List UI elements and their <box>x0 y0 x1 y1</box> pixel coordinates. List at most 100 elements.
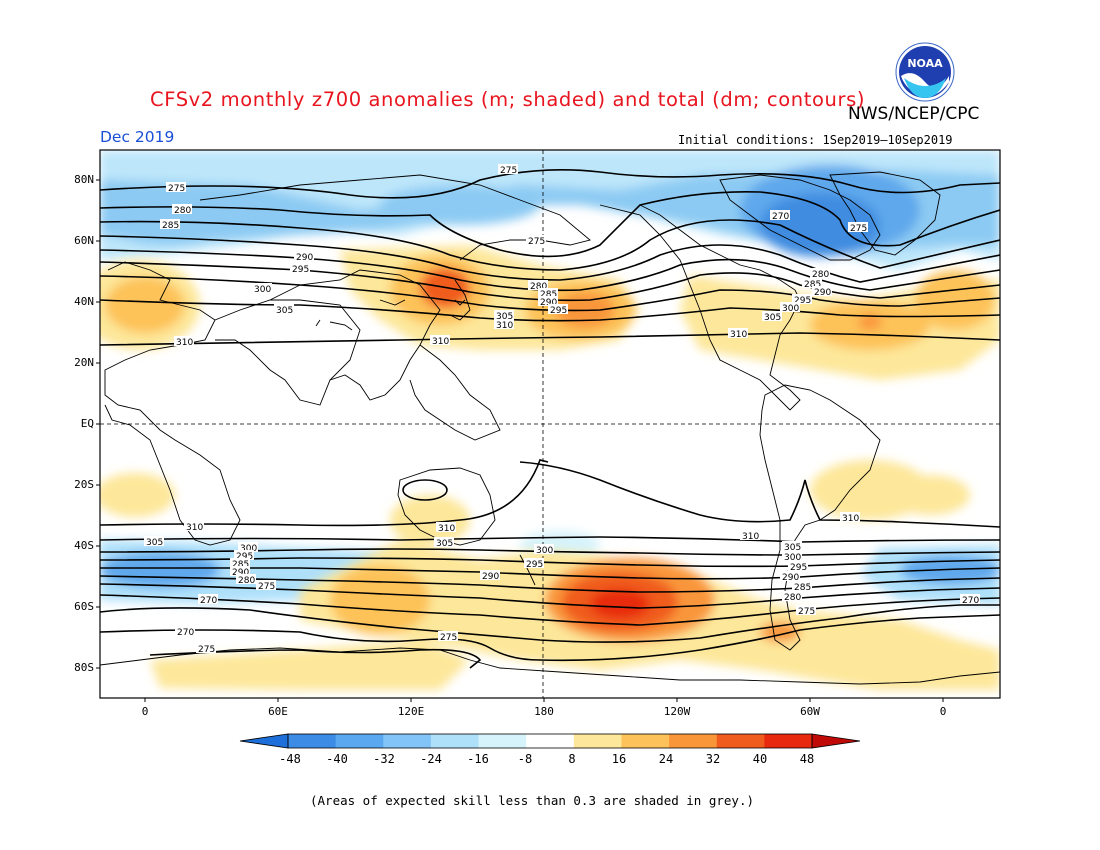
contour-label: 275 <box>440 633 457 643</box>
contour-label: 280 <box>812 270 829 280</box>
contour-label: 295 <box>790 563 807 573</box>
contour-label: 310 <box>176 338 193 348</box>
colorbar-arrow-right <box>812 734 860 748</box>
contour-label: 285 <box>794 583 811 593</box>
contour-label: 280 <box>784 593 801 603</box>
contour-label: 310 <box>842 514 859 524</box>
contour-label: 270 <box>200 596 217 606</box>
colorbar-tick-label: -32 <box>373 752 395 766</box>
lat-label-eq: EQ <box>80 417 94 430</box>
contour-label: 275 <box>168 184 185 194</box>
colorbar-tick-label: -8 <box>517 752 533 766</box>
colorbar-tick-label: -40 <box>326 752 348 766</box>
contour-label: 285 <box>804 280 821 290</box>
contour-label: 290 <box>782 573 799 583</box>
lon-label-60w: 60W <box>800 705 820 718</box>
lat-label-40n: 40N <box>74 295 94 308</box>
lat-label-20n: 20N <box>74 356 94 369</box>
contour-label: 305 <box>276 306 293 316</box>
contour-label: 310 <box>730 330 747 340</box>
contour-label: 285 <box>232 560 249 570</box>
contour-labels: 275 275 280 285 290 295 300 305 310 310 … <box>144 164 980 655</box>
colorbar-swatch <box>669 734 718 748</box>
contour-label: 300 <box>254 285 271 295</box>
contour-label: 295 <box>526 560 543 570</box>
lat-label-80n: 80N <box>74 173 94 186</box>
initial-conditions: Initial conditions: 1Sep2019–10Sep2019 <box>678 133 953 147</box>
lon-label-180: 180 <box>534 705 554 718</box>
axis-ticks <box>96 179 944 702</box>
lat-label-60n: 60N <box>74 234 94 247</box>
forecast-month: Dec 2019 <box>100 128 175 146</box>
lon-label-0-right: 0 <box>939 705 947 718</box>
colorbar-tick-label: 40 <box>752 752 768 766</box>
contour-label: 300 <box>784 553 801 563</box>
contour-label: 295 <box>794 296 811 306</box>
colorbar-swatch <box>764 734 813 748</box>
contour-label: 310 <box>438 524 455 534</box>
contour-label: 285 <box>540 290 557 300</box>
contour-label: 290 <box>814 288 831 298</box>
contour-label: 275 <box>528 237 545 247</box>
contour-label: 305 <box>146 538 163 548</box>
height-contours <box>100 168 1000 669</box>
contour-label: 270 <box>772 212 789 222</box>
colorbar-swatches <box>240 734 860 748</box>
contour-label: 310 <box>186 523 203 533</box>
colorbar-swatch <box>478 734 527 748</box>
contour-label: 300 <box>536 546 553 556</box>
colorbar-swatch <box>430 734 480 748</box>
contour-label: 305 <box>764 313 781 323</box>
lat-label-20s: 20S <box>74 478 94 491</box>
colorbar-swatch <box>335 734 384 748</box>
colorbar-tick-label: -48 <box>279 752 301 766</box>
contour-label: 280 <box>238 576 255 586</box>
colorbar-tick-label: 48 <box>799 752 815 766</box>
lat-label-40s: 40S <box>74 539 94 552</box>
contour-label: 305 <box>436 539 453 549</box>
colorbar-swatch <box>288 734 337 748</box>
contour-label: 290 <box>482 572 499 582</box>
noaa-logo-text: NOAA <box>907 57 943 70</box>
chart-title: CFSv2 monthly z700 anomalies (m; shaded)… <box>150 88 866 111</box>
lon-label-120w: 120W <box>663 705 691 718</box>
noaa-logo-icon: NOAA <box>895 42 955 102</box>
contour-label: 305 <box>496 312 513 322</box>
contour-label: 280 <box>530 282 547 292</box>
contour-label: 270 <box>962 596 979 606</box>
contour-label: 270 <box>177 628 194 638</box>
contour-label: 305 <box>784 543 801 553</box>
contour-label: 275 <box>850 224 867 234</box>
lat-label-80s: 80S <box>74 661 94 674</box>
contour-label: 285 <box>162 221 179 231</box>
contour-label: 290 <box>540 298 557 308</box>
lon-label-120e: 120E <box>397 705 425 718</box>
contour-label: 295 <box>236 552 253 562</box>
contour-label: 310 <box>432 337 449 347</box>
contour-label: 275 <box>500 166 517 176</box>
colorbar-tick-label: -24 <box>420 752 442 766</box>
contour-label: 310 <box>742 532 759 542</box>
contour-label: 275 <box>798 607 815 617</box>
contour-label: 290 <box>232 568 249 578</box>
colorbar-tick-label: 16 <box>611 752 627 766</box>
contour-label: 280 <box>174 206 191 216</box>
contour-label: 275 <box>198 645 215 655</box>
colorbar-tick-label: 8 <box>568 752 576 766</box>
colorbar-swatch <box>621 734 670 748</box>
contour-label: 275 <box>258 582 275 592</box>
contour-label: 295 <box>292 265 309 275</box>
contour-label: 300 <box>782 304 799 314</box>
lon-label-60e: 60E <box>268 705 288 718</box>
colorbar-tick-label: -16 <box>467 752 489 766</box>
contour-label: 300 <box>240 544 257 554</box>
colorbar-tick-label: 32 <box>705 752 721 766</box>
contour-label: 310 <box>496 321 513 331</box>
colorbar-swatch <box>383 734 432 748</box>
colorbar-swatch <box>716 734 765 748</box>
anomaly-shading <box>100 150 1000 690</box>
colorbar-swatch <box>526 734 575 748</box>
skill-footnote: (Areas of expected skill less than 0.3 a… <box>310 793 755 808</box>
